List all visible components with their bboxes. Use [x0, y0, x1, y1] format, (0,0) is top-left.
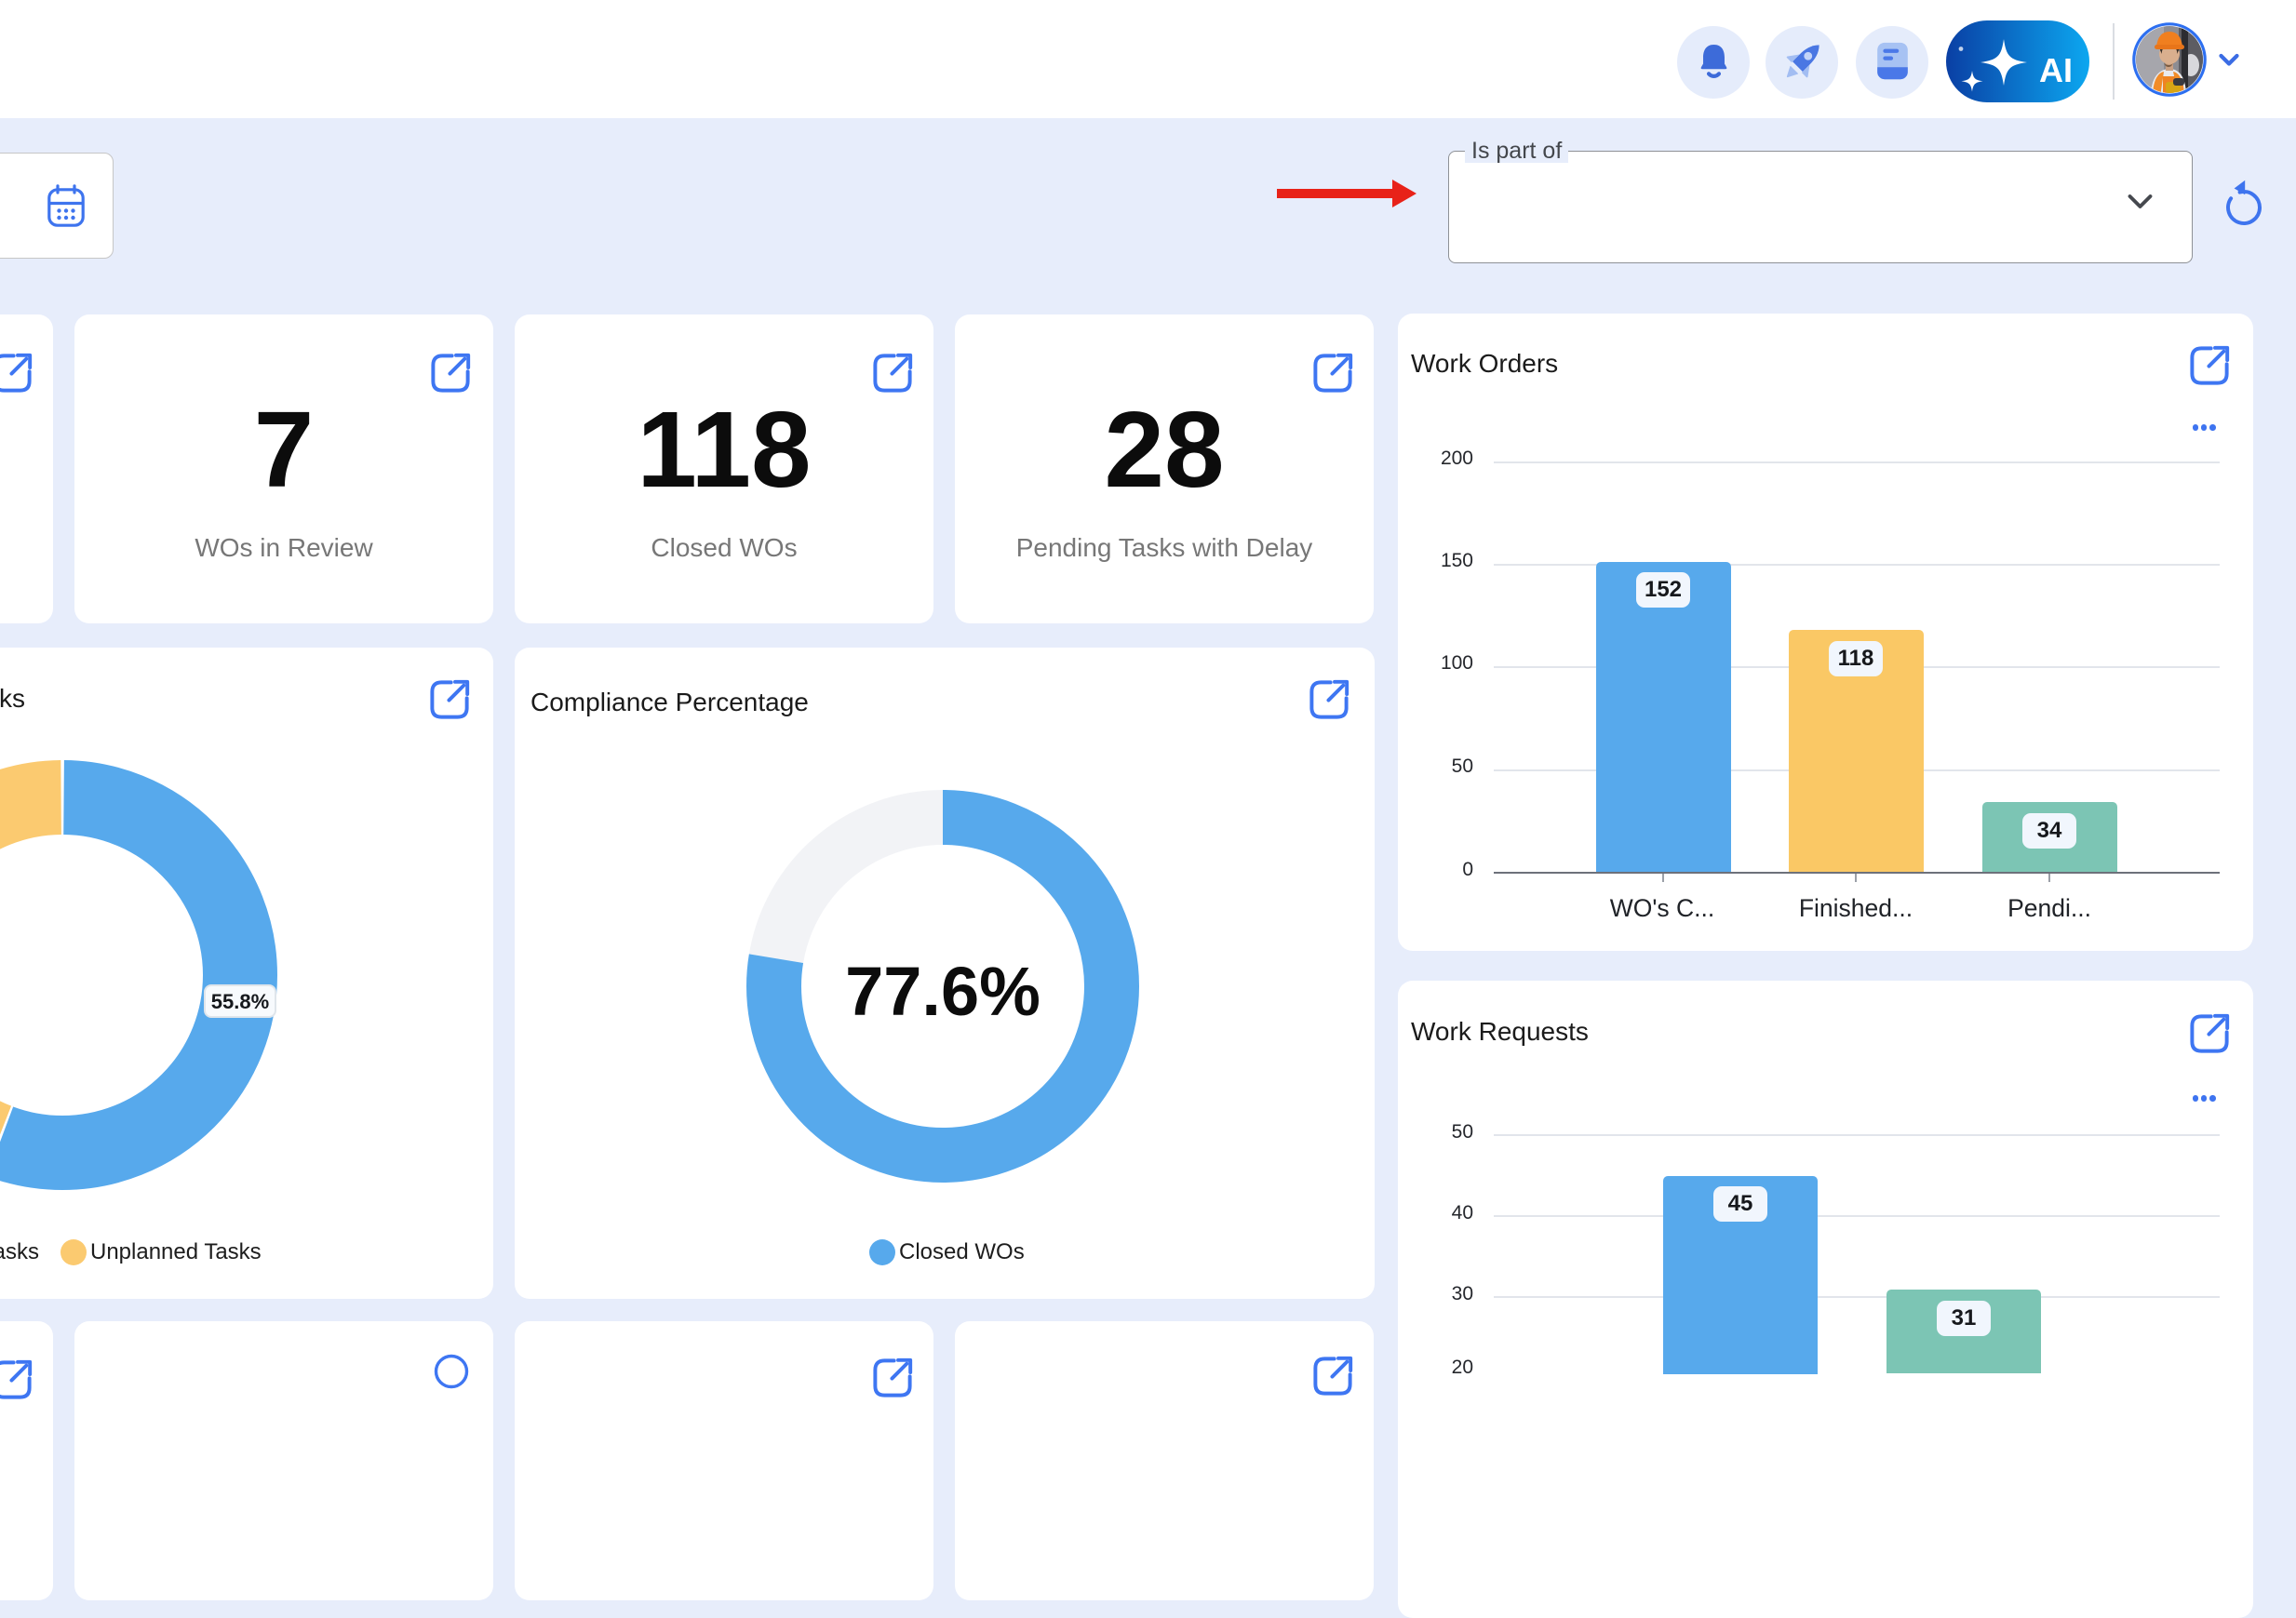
svg-text:AI: AI	[2039, 51, 2073, 89]
